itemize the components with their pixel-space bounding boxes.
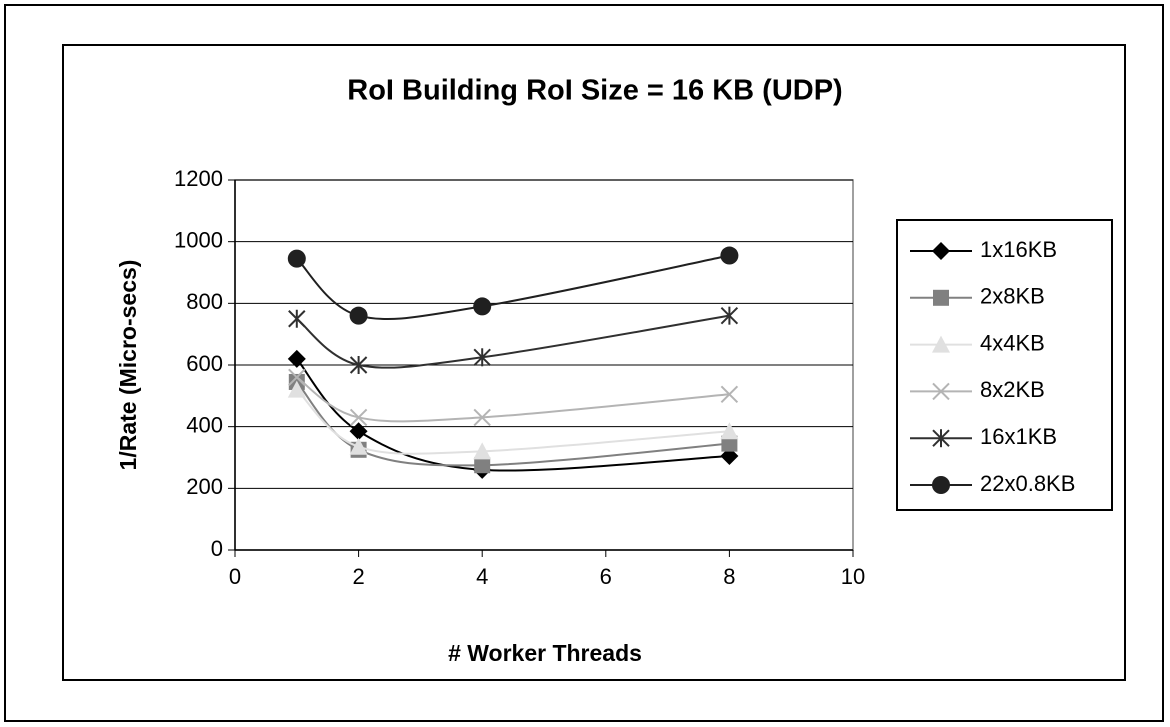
data-point — [473, 297, 492, 316]
legend-box — [896, 219, 1113, 511]
series-line — [296, 376, 730, 423]
marker-shape — [721, 435, 738, 452]
data-point — [349, 408, 368, 427]
data-point — [288, 309, 306, 328]
legend-text: 4x4KB — [980, 330, 1045, 355]
marker-shape — [932, 476, 950, 494]
series-line — [296, 388, 730, 455]
x-tick-label: 2 — [352, 564, 364, 589]
y-tick-label: 200 — [186, 474, 223, 499]
y-tick-label: 0 — [211, 536, 223, 561]
y-tick-label: 400 — [186, 412, 223, 437]
legend-marker — [932, 242, 950, 260]
marker-shape — [474, 457, 491, 474]
data-point — [473, 408, 491, 427]
legend-marker — [933, 289, 949, 306]
x-tick-label: 8 — [723, 564, 735, 589]
marker-shape — [473, 408, 491, 427]
y-axis-label: 1/Rate (Micro-secs) — [115, 260, 141, 471]
data-point — [720, 306, 739, 325]
legend-text: 1x16KB — [980, 237, 1057, 262]
data-point — [287, 380, 306, 398]
y-tick-label: 1000 — [174, 227, 223, 252]
marker-shape — [932, 382, 950, 401]
series-line — [296, 381, 730, 467]
marker-shape — [287, 249, 306, 268]
marker-shape — [349, 306, 368, 325]
x-axis-label: # Worker Threads — [448, 640, 642, 666]
marker-shape — [932, 242, 950, 260]
marker-shape — [932, 335, 950, 353]
series-line — [296, 254, 730, 321]
data-point — [349, 437, 368, 455]
marker-shape — [473, 442, 492, 460]
legend-text: 2x8KB — [980, 284, 1045, 309]
legend-marker — [932, 335, 950, 353]
legend-marker — [932, 429, 950, 448]
data-point — [473, 442, 492, 460]
x-tick-label: 6 — [600, 564, 612, 589]
marker-shape — [287, 349, 306, 368]
marker-shape — [720, 422, 739, 440]
x-tick-label: 10 — [841, 564, 865, 589]
data-point — [349, 356, 368, 374]
chart-title: RoI Building RoI Size = 16 KB (UDP) — [347, 75, 842, 107]
data-point — [349, 422, 368, 441]
data-point — [474, 457, 491, 474]
marker-shape — [933, 289, 949, 306]
marker-shape — [720, 385, 739, 403]
marker-shape — [349, 422, 368, 441]
marker-shape — [288, 368, 306, 387]
marker-shape — [720, 246, 739, 265]
data-point — [349, 306, 368, 325]
legend-text: 22x0.8KB — [980, 471, 1075, 496]
data-point — [288, 368, 306, 387]
marker-shape — [473, 297, 492, 316]
marker-shape — [349, 408, 368, 427]
data-point — [473, 348, 491, 367]
x-tick-label: 0 — [229, 564, 241, 589]
data-point — [287, 349, 306, 368]
legend-text: 16x1KB — [980, 424, 1057, 449]
marker-shape — [287, 380, 306, 398]
y-tick-label: 600 — [186, 351, 223, 376]
data-point — [721, 435, 738, 452]
data-point — [720, 246, 739, 265]
x-tick-label: 4 — [476, 564, 488, 589]
legend-text: 8x2KB — [980, 377, 1045, 402]
y-tick-label: 800 — [186, 289, 223, 314]
marker-shape — [349, 437, 368, 455]
y-tick-label: 1200 — [174, 166, 223, 191]
data-point — [720, 385, 739, 403]
series-line — [296, 314, 730, 369]
legend-marker — [932, 476, 950, 494]
legend-marker — [932, 382, 950, 401]
data-point — [287, 249, 306, 268]
data-point — [720, 422, 739, 440]
